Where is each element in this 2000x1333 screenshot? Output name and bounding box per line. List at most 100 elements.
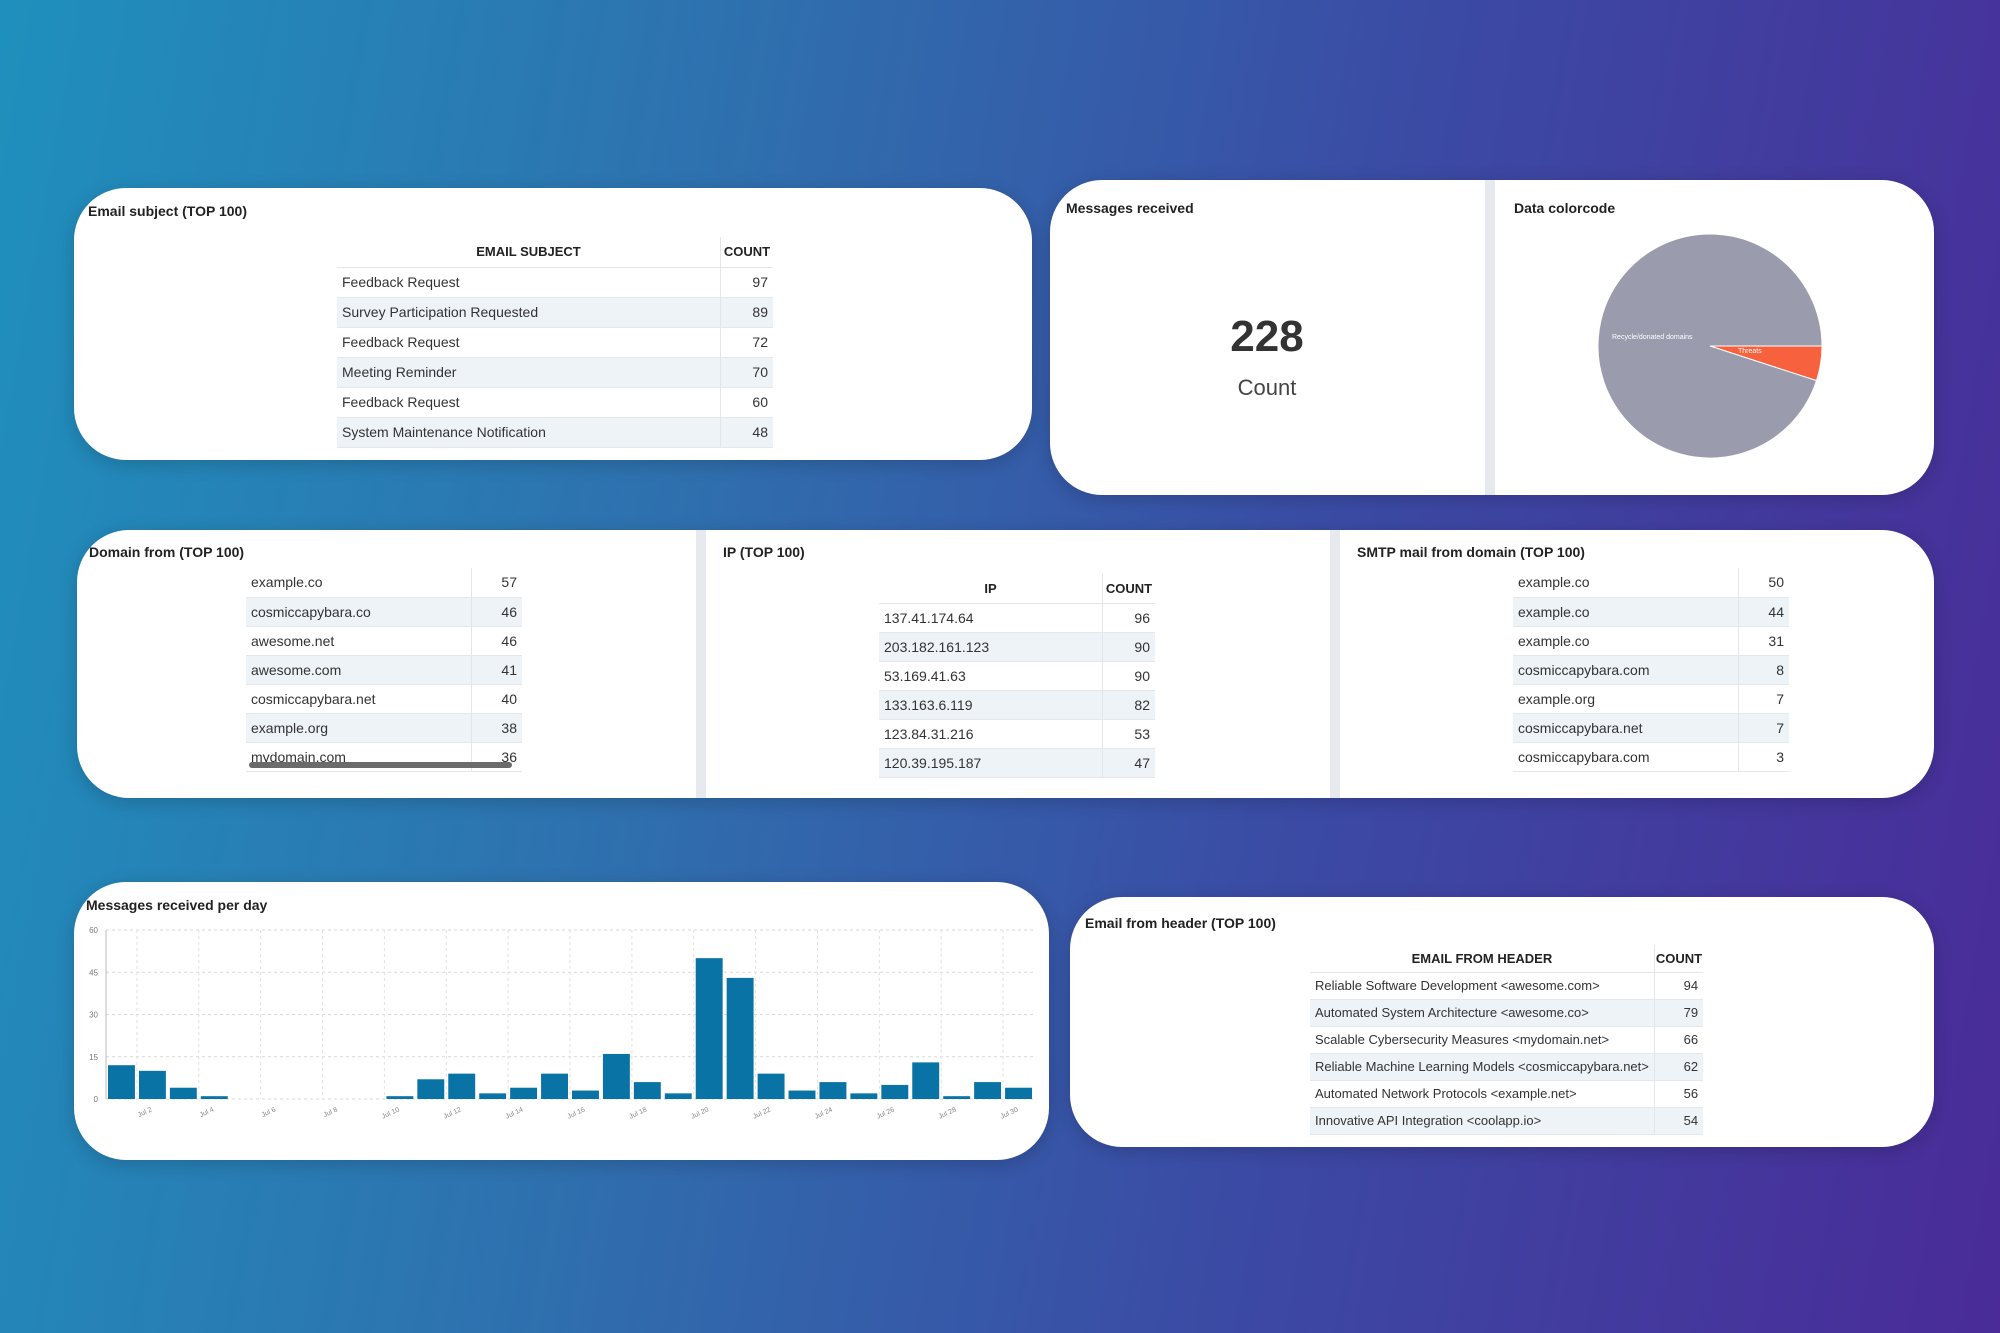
table-row[interactable]: example.co 44 [1513, 597, 1789, 627]
bar[interactable] [417, 1079, 445, 1099]
table-row[interactable]: example.org 7 [1513, 684, 1789, 714]
count-cell: 79 [1653, 999, 1704, 1027]
table-row[interactable]: Survey Participation Requested 89 [337, 297, 773, 328]
bar[interactable] [1005, 1087, 1032, 1099]
table-row[interactable]: 123.84.31.216 53 [879, 719, 1155, 749]
bar[interactable] [169, 1087, 197, 1099]
table-row[interactable]: example.co 50 [1513, 568, 1789, 598]
bar[interactable] [943, 1096, 971, 1099]
table-row[interactable]: awesome.net 46 [246, 626, 522, 656]
count-cell: 7 [1738, 684, 1789, 714]
bar[interactable] [572, 1090, 599, 1099]
table-row[interactable]: example.co 31 [1513, 626, 1789, 656]
bar[interactable] [664, 1093, 692, 1099]
table-row[interactable]: cosmiccapybara.co 46 [246, 597, 522, 627]
smtp-mail-from-title: SMTP mail from domain (TOP 100) [1357, 544, 1585, 560]
count-cell: 53 [1102, 719, 1155, 749]
table-row[interactable]: Innovative API Integration <coolapp.io> 5… [1310, 1107, 1704, 1135]
table-row[interactable]: cosmiccapybara.com 3 [1513, 742, 1789, 772]
pie-slice-label: Threats [1738, 348, 1762, 355]
bar[interactable] [448, 1073, 476, 1099]
panel-divider [696, 530, 706, 798]
data-colorcode-title: Data colorcode [1514, 200, 1616, 216]
email-subject-table: EMAIL SUBJECT COUNT Feedback Request 97 S… [337, 237, 773, 448]
column-header-count[interactable]: COUNT [1653, 945, 1704, 973]
messages-per-day-title: Messages received per day [86, 897, 268, 913]
count-cell: 70 [720, 357, 773, 388]
bar[interactable] [633, 1082, 661, 1099]
bar[interactable] [912, 1062, 940, 1099]
bar[interactable] [819, 1082, 847, 1099]
bar[interactable] [200, 1096, 228, 1099]
x-tick-label: Jul 28 [938, 1106, 958, 1120]
bar[interactable] [974, 1082, 1002, 1099]
table-row[interactable]: cosmiccapybara.net 40 [246, 684, 522, 714]
column-header-count[interactable]: COUNT [1102, 574, 1155, 604]
table-row[interactable]: 53.169.41.63 90 [879, 661, 1155, 691]
bar[interactable] [788, 1090, 816, 1099]
table-row[interactable]: System Maintenance Notification 48 [337, 417, 773, 448]
bar[interactable] [881, 1084, 909, 1099]
domain-cell: example.org [246, 713, 472, 743]
messages-received-label: Count [1237, 375, 1297, 400]
count-cell: 44 [1738, 597, 1789, 627]
bar[interactable] [386, 1096, 414, 1099]
table-row[interactable]: 203.182.161.123 90 [879, 632, 1155, 662]
bar[interactable] [602, 1053, 630, 1099]
bar[interactable] [541, 1073, 568, 1099]
bar[interactable] [850, 1093, 878, 1099]
table-row[interactable]: Meeting Reminder 70 [337, 357, 773, 388]
table-row[interactable]: Automated System Architecture <awesome.c… [1310, 999, 1704, 1027]
email-subject-title: Email subject (TOP 100) [88, 203, 247, 219]
table-row[interactable]: Scalable Cybersecurity Measures <mydomai… [1310, 1026, 1704, 1054]
count-cell: 56 [1653, 1080, 1704, 1108]
column-header-ip[interactable]: IP [879, 574, 1103, 604]
horizontal-scrollbar[interactable] [249, 762, 512, 768]
x-tick-label: Jul 2 [137, 1106, 153, 1119]
ip-cell: 137.41.174.64 [879, 603, 1103, 633]
bar[interactable] [138, 1070, 166, 1099]
ip-cell: 203.182.161.123 [879, 632, 1103, 662]
bar[interactable] [108, 1065, 135, 1099]
x-tick-label: Jul 16 [566, 1106, 586, 1120]
messages-received-title: Messages received [1066, 200, 1194, 216]
subject-cell: Feedback Request [337, 267, 721, 298]
table-row[interactable]: Reliable Software Development <awesome.c… [1310, 972, 1704, 1000]
table-row[interactable]: cosmiccapybara.net 7 [1513, 713, 1789, 743]
column-header-email-from-header[interactable]: EMAIL FROM HEADER [1310, 945, 1655, 973]
table-row[interactable]: Feedback Request 97 [337, 267, 773, 298]
email-from-header-title: Email from header (TOP 100) [1085, 915, 1276, 931]
table-row[interactable]: example.co 57 [246, 568, 522, 598]
pie-slice[interactable] [1597, 233, 1823, 459]
y-tick-label: 0 [94, 1095, 99, 1104]
table-row[interactable]: Feedback Request 60 [337, 387, 773, 418]
ip-table: IP COUNT 137.41.174.64 96 203.182.161.123… [879, 574, 1155, 778]
domains-ip-card: Domain from (TOP 100) example.co 57 cosmi… [77, 530, 1934, 798]
bar[interactable] [757, 1073, 785, 1099]
table-row[interactable]: 120.39.195.187 47 [879, 748, 1155, 778]
y-tick-label: 45 [89, 968, 98, 977]
table-row[interactable]: example.org 38 [246, 713, 522, 743]
table-row[interactable]: 137.41.174.64 96 [879, 603, 1155, 633]
count-cell: 3 [1738, 742, 1789, 772]
table-row[interactable]: Reliable Machine Learning Models <cosmic… [1310, 1053, 1704, 1081]
column-header-email-subject[interactable]: EMAIL SUBJECT [337, 237, 721, 268]
table-row[interactable]: cosmiccapybara.com 8 [1513, 655, 1789, 685]
bar[interactable] [510, 1087, 538, 1099]
bar[interactable] [479, 1093, 507, 1099]
table-row[interactable]: Feedback Request 72 [337, 327, 773, 358]
count-cell: 89 [720, 297, 773, 328]
y-tick-label: 30 [89, 1011, 98, 1020]
data-colorcode-pie-chart: Recycle/donated domains Threats [1597, 233, 1823, 459]
count-cell: 96 [1102, 603, 1155, 633]
table-row[interactable]: awesome.com 41 [246, 655, 522, 685]
bar[interactable] [726, 977, 754, 1099]
x-tick-label: Jul 24 [814, 1106, 834, 1120]
table-row[interactable]: Automated Network Protocols <example.net… [1310, 1080, 1704, 1108]
column-header-count[interactable]: COUNT [720, 237, 773, 268]
domain-cell: example.co [246, 568, 472, 598]
bar[interactable] [695, 958, 723, 1099]
domain-cell: cosmiccapybara.com [1513, 742, 1739, 772]
count-cell: 90 [1102, 661, 1155, 691]
table-row[interactable]: 133.163.6.119 82 [879, 690, 1155, 720]
